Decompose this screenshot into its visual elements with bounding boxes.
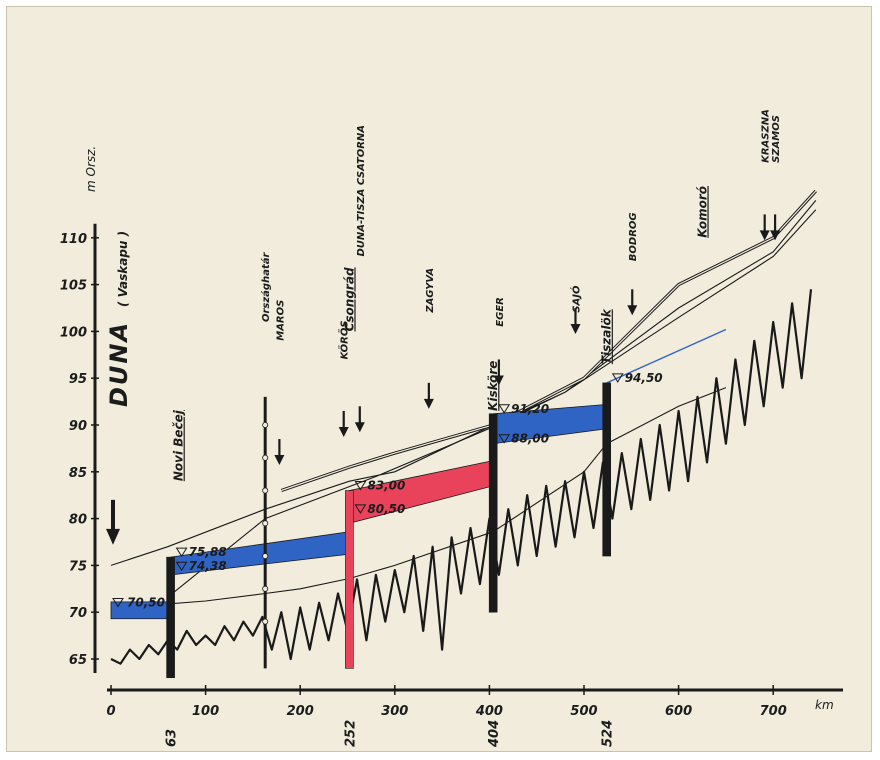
x-axis-unit: km — [815, 698, 834, 712]
tributary-9-name: SZAMOS — [771, 115, 782, 163]
x-tick-label: 0 — [106, 704, 115, 719]
dam-km-label: 404 — [487, 720, 502, 748]
tributary-3-name: DUNA-TISZA CSATORNA — [356, 125, 367, 257]
y-tick-label: 85 — [69, 466, 87, 481]
level-line-1 — [110, 387, 727, 609]
dam-2-name: Csongrád — [342, 267, 356, 331]
dam-3-name: Kisköre — [486, 361, 500, 411]
tributary-arrowhead-9 — [770, 230, 781, 241]
tributary-5-name: EGER — [495, 297, 506, 327]
dam-4-upstream-marker — [611, 373, 624, 383]
dam-1-upstream-level: 75,88 — [189, 545, 227, 559]
dam-3-upstream-marker — [498, 404, 511, 414]
tributary-8-name: KRASZNA — [761, 109, 772, 163]
border-marker — [262, 421, 269, 428]
start-level-label: 70,50 — [127, 596, 165, 610]
dam-km-label: 524 — [601, 720, 616, 747]
chart-frame: 65 70 75 80 85 90 95 100 105 110 0 100 200 300 400 500 6… — [6, 6, 872, 752]
bed-profile-line — [110, 289, 813, 665]
y-tick-label: 65 — [69, 653, 87, 668]
x-tick-label: 700 — [760, 704, 787, 719]
y-tick-label: 70 — [69, 606, 87, 621]
border-marker — [262, 520, 269, 527]
stretch-4-line — [606, 328, 727, 384]
dam-4-name: Tiszalök — [600, 308, 614, 364]
tributary-4-name: ZAGYVA — [425, 268, 436, 314]
dam-1-downstream-marker — [175, 561, 188, 572]
level-line-4-inner — [281, 190, 817, 492]
tributary-arrowhead-6 — [570, 324, 581, 334]
x-tick-label: 600 — [665, 704, 692, 719]
y-tick-label: 105 — [60, 279, 87, 294]
river-profile-chart: 65 70 75 80 85 90 95 100 105 110 0 100 200 300 400 500 6… — [60, 109, 843, 748]
river-note: ( Vaskapu ) — [116, 231, 130, 307]
dam-1-downstream-level: 74,38 — [189, 559, 227, 573]
level-line-2 — [167, 209, 817, 598]
dam-2 — [345, 490, 354, 669]
border-marker — [262, 454, 269, 461]
river-name: DUNA — [105, 321, 133, 407]
start-arrowhead — [106, 528, 120, 545]
x-tick-label: 500 — [570, 704, 597, 719]
tributary-arrowhead-7 — [627, 305, 638, 316]
dam-km-label: 63 — [165, 729, 180, 747]
dam-1 — [166, 556, 175, 679]
dam-2-downstream-marker — [354, 504, 367, 514]
x-tick-label: 400 — [475, 704, 503, 719]
place-1-name: Komoró — [695, 186, 709, 238]
y-tick-label: 90 — [69, 419, 87, 434]
y-tick-label: 75 — [69, 559, 87, 574]
dam-km-label: 252 — [343, 720, 358, 747]
x-tick-label: 100 — [192, 704, 219, 719]
y-tick-label: 95 — [69, 372, 87, 387]
border-label: Országhatár — [260, 252, 272, 323]
start-level-marker — [112, 598, 124, 608]
border-marker — [262, 618, 269, 625]
y-tick-label: 80 — [69, 513, 87, 528]
border-marker — [262, 487, 269, 494]
tributary-arrowhead-1 — [274, 455, 285, 466]
dam-2-upstream-marker — [354, 481, 367, 491]
tributary-arrowhead-8 — [759, 230, 770, 241]
x-tick-label: 300 — [381, 704, 408, 719]
tributary-arrowhead-2 — [338, 426, 349, 437]
x-tick-label: 200 — [287, 704, 314, 719]
y-axis-unit: m Orsz. — [84, 146, 98, 192]
level-line-3 — [110, 200, 817, 566]
dam-3-upstream-level: 91,20 — [511, 402, 549, 416]
tributary-6-name: SAJÓ — [569, 285, 582, 313]
border-marker — [262, 553, 269, 560]
tributary-arrowhead-5 — [493, 375, 504, 386]
y-tick-label: 110 — [60, 232, 87, 247]
tributary-arrowhead-3 — [354, 422, 365, 433]
tributary-7-name: BODROG — [628, 212, 639, 261]
tributary-1-name: MAROS — [275, 300, 286, 341]
tributary-2-name: KÖRÖS — [337, 320, 351, 359]
dam-1-name: Novi Bečej — [172, 409, 186, 481]
dam-2-downstream-level: 80,50 — [367, 502, 405, 516]
dam-1-upstream-marker — [175, 547, 188, 558]
tributary-arrowhead-4 — [423, 398, 434, 409]
border-marker — [262, 585, 269, 592]
dam-2-upstream-level: 83,00 — [367, 479, 405, 493]
dam-3 — [488, 413, 498, 613]
y-tick-label: 100 — [60, 325, 87, 340]
dam-3-downstream-marker — [498, 434, 511, 444]
dam-4 — [602, 382, 612, 557]
dam-3-downstream-level: 88,00 — [511, 432, 549, 446]
dam-4-upstream-level: 94,50 — [625, 371, 663, 385]
